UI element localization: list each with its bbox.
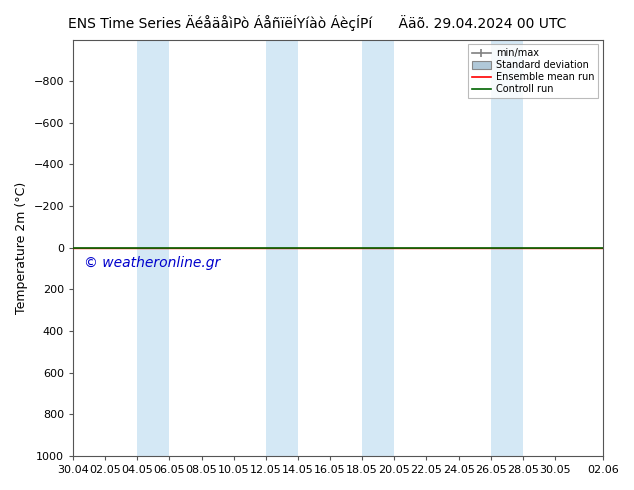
Bar [266,40,298,456]
Bar [138,40,169,456]
Bar [603,40,634,456]
Legend: min/max, Standard deviation, Ensemble mean run, Controll run: min/max, Standard deviation, Ensemble me… [468,45,598,98]
Y-axis label: Temperature 2m (°C): Temperature 2m (°C) [15,182,28,314]
Text: ENS Time Series ÄéåäåìPò ÁåñïëÍYíàò ÁèçÍPí      Ääõ. 29.04.2024 00 UTC: ENS Time Series ÄéåäåìPò ÁåñïëÍYíàò ÁèçÍ… [68,15,566,31]
Text: © weatheronline.gr: © weatheronline.gr [84,256,220,270]
Bar [491,40,523,456]
Bar [362,40,394,456]
